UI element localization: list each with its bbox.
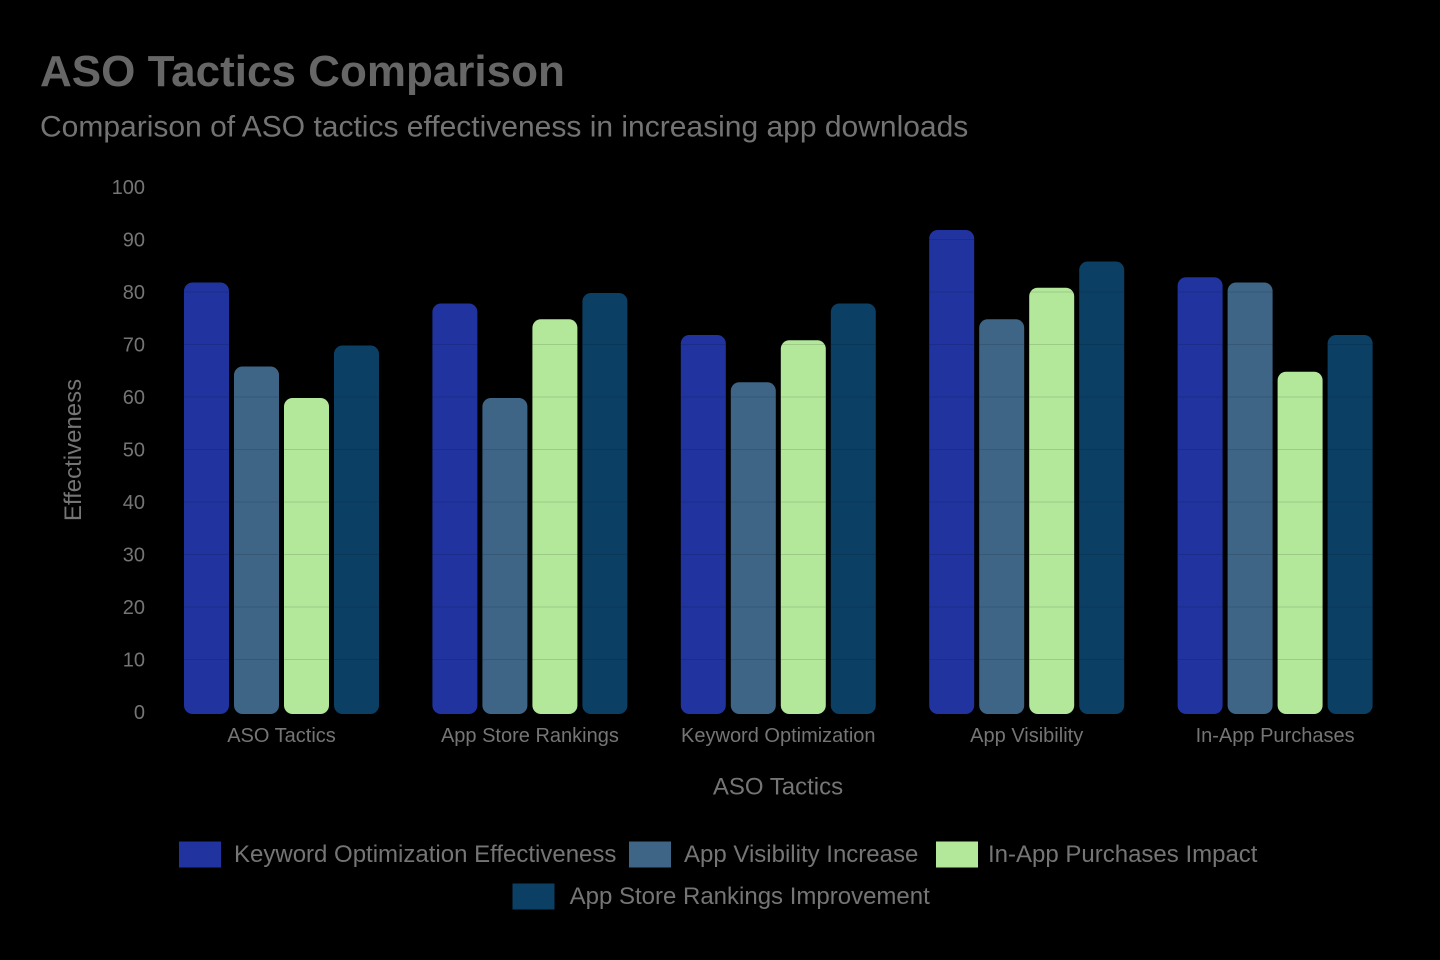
svg-text:50: 50 [123,440,145,462]
svg-text:20: 20 [123,597,145,619]
svg-text:ASO Tactics: ASO Tactics [713,774,843,801]
svg-text:60: 60 [123,387,145,409]
svg-text:90: 90 [123,230,145,252]
svg-text:70: 70 [123,335,145,357]
svg-text:ASO Tactics: ASO Tactics [227,725,336,747]
svg-text:30: 30 [123,545,145,567]
svg-text:Keyword Optimization: Keyword Optimization [681,725,876,747]
svg-text:In-App Purchases: In-App Purchases [1196,725,1355,747]
svg-text:App Visibility Increase: App Visibility Increase [684,841,918,868]
svg-text:Effectiveness: Effectiveness [60,379,87,521]
svg-text:100: 100 [112,177,145,199]
svg-text:80: 80 [123,282,145,304]
svg-text:In-App Purchases Impact: In-App Purchases Impact [988,841,1258,868]
svg-text:0: 0 [134,702,145,724]
svg-text:Keyword Optimization Effective: Keyword Optimization Effectiveness [234,841,616,868]
svg-text:App Store Rankings: App Store Rankings [441,725,619,747]
svg-text:App Visibility: App Visibility [970,725,1083,747]
svg-text:40: 40 [123,492,145,514]
svg-text:App Store Rankings Improvement: App Store Rankings Improvement [570,883,931,910]
svg-text:Comparison of ASO tactics effe: Comparison of ASO tactics effectiveness … [40,111,968,144]
svg-text:10: 10 [123,650,145,672]
svg-text:ASO Tactics Comparison: ASO Tactics Comparison [40,47,565,96]
